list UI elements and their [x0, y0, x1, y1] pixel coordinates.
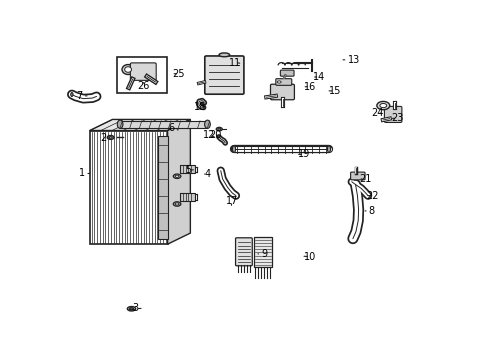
FancyBboxPatch shape: [385, 107, 402, 122]
Text: 2: 2: [100, 133, 110, 143]
Text: 5: 5: [185, 165, 194, 175]
Ellipse shape: [173, 174, 181, 179]
Ellipse shape: [327, 146, 330, 152]
Ellipse shape: [107, 135, 114, 139]
Bar: [90, 131, 168, 244]
Ellipse shape: [377, 102, 390, 110]
Text: 24: 24: [371, 108, 383, 118]
Text: 21: 21: [359, 174, 371, 184]
Text: 10: 10: [304, 252, 316, 262]
Ellipse shape: [122, 64, 134, 75]
Text: 3: 3: [133, 303, 141, 314]
Ellipse shape: [109, 136, 112, 138]
Text: 25: 25: [172, 69, 185, 79]
Ellipse shape: [380, 103, 387, 108]
Text: 7: 7: [76, 91, 87, 101]
Text: 26: 26: [138, 81, 150, 91]
Ellipse shape: [219, 53, 230, 57]
Bar: [180, 193, 195, 201]
Ellipse shape: [218, 128, 220, 130]
Ellipse shape: [124, 67, 131, 72]
FancyBboxPatch shape: [280, 70, 294, 76]
FancyBboxPatch shape: [130, 63, 156, 80]
Ellipse shape: [175, 175, 179, 177]
Ellipse shape: [205, 120, 210, 129]
Ellipse shape: [71, 93, 73, 96]
Text: 6: 6: [169, 123, 178, 133]
Text: 8: 8: [365, 206, 375, 216]
Bar: [180, 166, 195, 173]
Ellipse shape: [233, 146, 236, 152]
Text: 14: 14: [314, 72, 326, 82]
Polygon shape: [90, 120, 190, 131]
FancyBboxPatch shape: [236, 238, 252, 266]
Text: 22: 22: [367, 191, 379, 201]
Polygon shape: [168, 120, 190, 244]
Text: 13: 13: [343, 55, 360, 65]
Text: 15: 15: [328, 86, 341, 96]
Text: 23: 23: [391, 113, 404, 123]
Text: 11: 11: [229, 58, 241, 68]
Text: 20: 20: [209, 130, 221, 140]
Text: 4: 4: [204, 169, 211, 179]
Ellipse shape: [216, 127, 222, 131]
FancyBboxPatch shape: [276, 79, 292, 85]
Text: 1: 1: [79, 168, 90, 179]
Text: 9: 9: [258, 249, 268, 259]
Text: 19: 19: [298, 149, 311, 159]
Bar: [254, 237, 272, 267]
Text: 16: 16: [304, 82, 316, 92]
FancyBboxPatch shape: [205, 56, 244, 94]
Ellipse shape: [117, 120, 123, 129]
Ellipse shape: [173, 202, 181, 206]
Text: 18: 18: [194, 102, 206, 112]
Bar: [118, 57, 167, 93]
Ellipse shape: [129, 308, 133, 310]
Text: 12: 12: [203, 130, 216, 140]
Ellipse shape: [277, 81, 281, 83]
FancyBboxPatch shape: [270, 84, 294, 100]
FancyBboxPatch shape: [351, 172, 365, 180]
Ellipse shape: [127, 307, 136, 311]
Bar: [158, 136, 168, 239]
Ellipse shape: [175, 203, 179, 205]
Bar: [120, 121, 207, 128]
Text: 17: 17: [226, 196, 238, 206]
